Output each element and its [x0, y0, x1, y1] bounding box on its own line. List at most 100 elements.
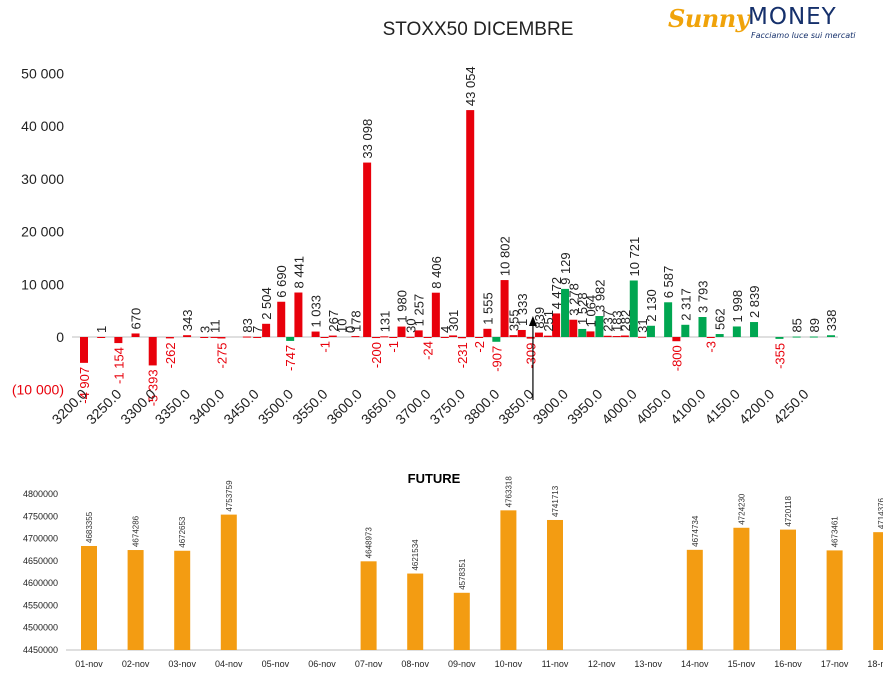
bar-value-label: -4 907 — [77, 367, 92, 404]
bar-value-label: 183 — [610, 310, 625, 332]
logo-tagline: Facciamo luce sui mercati — [751, 31, 856, 40]
bar — [620, 335, 629, 337]
future-x-tick-label: 14-nov — [681, 659, 709, 669]
bar — [423, 337, 432, 338]
bar-value-label: 4 — [438, 326, 453, 333]
future-x-tick-label: 13-nov — [634, 659, 662, 669]
bar — [389, 337, 398, 338]
future-y-axis-labels: 4450000 4500000 4550000 4600000 4650000 47000… — [23, 489, 58, 655]
bar-value-label: 1 980 — [394, 290, 409, 323]
bar-value-label: 83 — [240, 318, 255, 332]
future-bar — [407, 573, 424, 650]
bar-value-label: -231 — [455, 342, 470, 368]
bar — [372, 337, 381, 339]
bar — [681, 324, 690, 337]
bar-value-label: 1 064 — [583, 295, 598, 328]
bar-value-label: 85 — [790, 318, 805, 332]
bar — [200, 336, 209, 338]
future-bar — [174, 550, 191, 650]
y-tick-label: 30 000 — [21, 171, 64, 187]
bar-value-label: 251 — [541, 310, 556, 332]
bar-value-label: -747 — [283, 345, 298, 371]
bar — [165, 337, 174, 339]
bar-value-label: 1 — [94, 326, 109, 333]
bar — [706, 337, 715, 338]
future-bar-value-label: 4672653 — [178, 516, 187, 548]
bar-value-label: -1 — [318, 341, 333, 353]
bar — [586, 331, 595, 337]
bar-value-label: 131 — [377, 311, 392, 333]
future-bar — [453, 592, 470, 650]
future-bar — [500, 510, 517, 650]
bar — [646, 325, 655, 337]
future-bar — [81, 545, 97, 650]
chart-title: STOXX50 DICEMBRE — [383, 19, 574, 40]
bar-value-label: 2 130 — [644, 289, 659, 322]
bar — [210, 336, 219, 338]
y-tick-label: 20 000 — [21, 224, 64, 240]
bar — [114, 337, 123, 344]
bar — [97, 336, 106, 338]
bar — [440, 336, 449, 338]
bar-value-label: 343 — [180, 309, 195, 331]
y-tick-label: 0 — [56, 329, 64, 345]
future-y-tick-label: 4800000 — [23, 489, 58, 499]
bar-value-label: 301 — [446, 310, 461, 332]
bar — [262, 323, 271, 337]
bar — [509, 335, 518, 337]
bar — [638, 336, 647, 338]
bar — [792, 336, 801, 338]
bar — [351, 336, 360, 338]
future-y-tick-label: 4600000 — [23, 578, 58, 588]
bar-value-label: 0 — [343, 326, 358, 333]
y-tick-label: 40 000 — [21, 118, 64, 134]
bar — [552, 313, 561, 337]
bar-value-label: -800 — [669, 345, 684, 371]
future-y-tick-label: 4700000 — [23, 534, 58, 544]
bar-value-label: 11 — [208, 319, 223, 333]
future-x-axis-labels: 01-nov 02-nov 03-nov 04-nov 05-nov 06-nov 07-n… — [75, 659, 883, 669]
future-x-tick-label: 16-nov — [774, 659, 802, 669]
future-bar — [873, 532, 883, 650]
bar — [406, 336, 415, 338]
bar — [320, 337, 329, 338]
bar-value-label: 338 — [824, 310, 839, 332]
future-y-tick-label: 4450000 — [23, 645, 58, 655]
future-bar — [127, 550, 144, 650]
bar — [183, 335, 192, 337]
bar — [311, 331, 320, 337]
bar-value-label: 8 406 — [429, 256, 444, 289]
future-x-tick-label: 07-nov — [355, 659, 383, 669]
bar-value-label: 10 — [335, 319, 350, 333]
y-tick-label: (10 000) — [12, 382, 64, 398]
bar-value-label: 43 054 — [463, 66, 478, 106]
future-data-labels: 4683355 4674286 4672653 4753759 4648973 46215… — [85, 476, 883, 590]
bar — [475, 337, 484, 338]
bar-value-label: 10 721 — [627, 237, 642, 277]
bar — [561, 288, 570, 337]
future-bar-value-label: 4683355 — [85, 511, 94, 543]
future-bar-value-label: 4578351 — [458, 558, 467, 590]
future-bar — [686, 549, 703, 650]
y-tick-label: 50 000 — [21, 66, 64, 82]
sunny-money-logo: Sunny MONEY Facciamo luce sui mercati — [668, 4, 868, 44]
bar-value-label: 3 — [197, 326, 212, 333]
y-tick-label: 10 000 — [21, 276, 64, 292]
current-price-marker — [528, 316, 537, 400]
stoxx50-options-chart: STOXX50 DICEMBRE 50 000 40 000 30 000 20 00… — [12, 19, 839, 427]
bar-value-label: 1 257 — [412, 294, 427, 327]
future-bar-value-label: 4720118 — [784, 496, 793, 527]
bar-value-label: 1 998 — [730, 290, 745, 323]
bar-value-label: 6 587 — [661, 266, 676, 299]
bar — [294, 292, 303, 337]
bar — [131, 333, 140, 337]
bar-value-label: 1 333 — [515, 293, 530, 326]
bar — [457, 337, 466, 339]
arrow-up-icon — [528, 316, 537, 326]
future-bar-value-label: 4714376 — [877, 497, 883, 529]
future-x-tick-label: 15-nov — [728, 659, 756, 669]
bar — [148, 337, 157, 366]
bar — [750, 322, 759, 337]
